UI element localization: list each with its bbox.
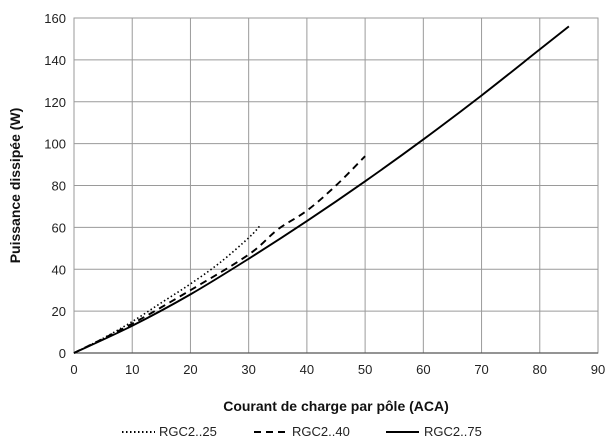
x-tick-label: 10 <box>125 362 139 377</box>
chart-legend: RGC2..25 RGC2..40 RGC2..75 <box>122 424 482 439</box>
y-tick-label: 0 <box>59 346 66 361</box>
y-tick-label: 140 <box>44 53 66 68</box>
legend-label: RGC2..40 <box>292 424 350 439</box>
x-tick-label: 60 <box>416 362 430 377</box>
x-tick-label: 0 <box>70 362 77 377</box>
series-line-rgc2-40 <box>73 155 366 354</box>
y-tick-label: 100 <box>44 137 66 152</box>
y-tick-label: 20 <box>52 304 66 319</box>
y-tick-label: 60 <box>52 220 66 235</box>
y-tick-label: 120 <box>44 95 66 110</box>
x-tick-label: 20 <box>183 362 197 377</box>
series-line-rgc2-25 <box>73 224 261 354</box>
y-tick-label: 40 <box>52 262 66 277</box>
x-tick-label: 30 <box>241 362 255 377</box>
x-tick-label: 50 <box>358 362 372 377</box>
y-tick-label: 160 <box>44 11 66 26</box>
y-tick-label: 80 <box>52 179 66 194</box>
legend-label: RGC2..25 <box>159 424 217 439</box>
chart-ticks: 0 10 20 30 40 50 60 70 80 90 0 20 40 60 80 100 120 140 160 <box>44 11 605 377</box>
series-line-rgc2-75 <box>73 25 570 354</box>
x-tick-label: 40 <box>300 362 314 377</box>
x-tick-label: 80 <box>533 362 547 377</box>
legend-label: RGC2..75 <box>424 424 482 439</box>
x-tick-label: 70 <box>474 362 488 377</box>
x-axis-title: Courant de charge par pôle (ACA) <box>223 398 449 414</box>
chart-series <box>73 25 570 354</box>
x-tick-label: 90 <box>591 362 605 377</box>
y-axis-title: Puissance dissipée (W) <box>7 108 23 264</box>
